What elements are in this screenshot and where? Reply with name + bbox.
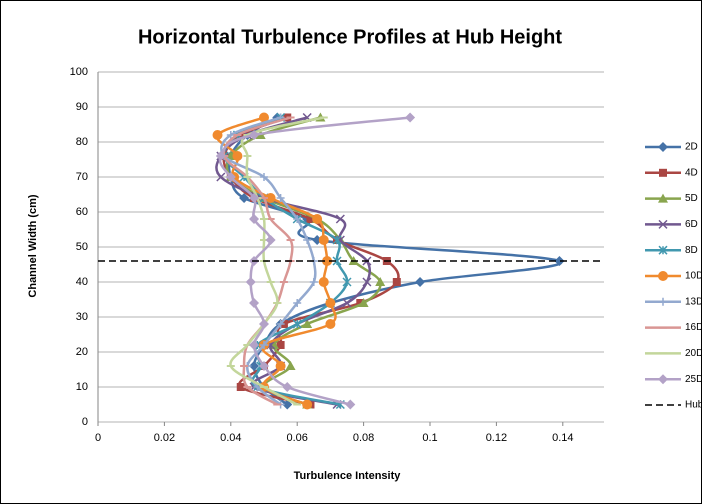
chart-title: Horizontal Turbulence Profiles at Hub He… — [138, 26, 562, 48]
marker — [293, 299, 302, 307]
marker — [249, 340, 260, 350]
marker — [659, 297, 667, 306]
marker — [554, 256, 565, 266]
y-tick-label: 50 — [76, 241, 88, 253]
marker — [260, 341, 268, 349]
marker — [292, 319, 302, 329]
legend-label: 16D — [685, 322, 702, 333]
marker — [216, 172, 226, 182]
marker — [259, 319, 269, 329]
marker — [658, 142, 668, 152]
marker — [658, 271, 668, 281]
marker — [415, 277, 426, 287]
marker — [658, 374, 668, 385]
marker — [358, 298, 369, 307]
marker — [322, 256, 333, 266]
marker — [659, 168, 667, 177]
x-tick-label: 0.12 — [486, 432, 507, 444]
x-tick-label: 0.04 — [220, 432, 241, 444]
marker — [342, 277, 352, 287]
y-tick-label: 60 — [76, 206, 88, 218]
marker — [249, 130, 260, 140]
legend-label: Hub Height — [685, 400, 702, 411]
marker — [405, 112, 416, 123]
y-tick-label: 100 — [70, 66, 88, 78]
marker — [312, 214, 323, 224]
x-tick-label: 0.1 — [422, 432, 437, 444]
marker — [335, 214, 345, 224]
marker — [245, 277, 256, 287]
marker — [318, 235, 329, 245]
legend-label: 25D — [685, 374, 702, 385]
x-tick-label: 0.06 — [286, 432, 307, 444]
marker — [212, 130, 223, 140]
y-tick-label: 70 — [76, 171, 88, 183]
x-axis-label: Turbulence Intensity — [294, 470, 402, 482]
marker — [392, 278, 401, 286]
marker — [306, 215, 315, 223]
marker — [658, 193, 668, 203]
marker — [362, 277, 372, 287]
marker — [342, 298, 352, 308]
marker — [332, 235, 342, 245]
marker — [285, 361, 296, 370]
marker — [276, 194, 285, 202]
marker — [345, 399, 356, 410]
marker — [259, 112, 269, 123]
y-tick-label: 40 — [76, 276, 88, 288]
marker — [259, 361, 269, 371]
series — [215, 112, 416, 410]
marker — [356, 299, 365, 307]
marker — [232, 151, 243, 161]
y-tick-label: 30 — [76, 311, 88, 323]
y-axis-label: Channel Width (cm) — [27, 194, 39, 298]
marker — [215, 151, 226, 161]
marker — [658, 219, 668, 229]
marker — [265, 235, 276, 245]
marker — [276, 320, 285, 328]
x-tick-label: 0.08 — [353, 432, 374, 444]
legend-label: 2D — [685, 142, 698, 153]
marker — [302, 319, 313, 328]
marker — [658, 245, 668, 255]
x-tick-label: 0 — [95, 432, 101, 444]
marker — [236, 383, 245, 391]
marker — [275, 361, 286, 371]
legend-label: 8D — [685, 245, 698, 256]
marker — [293, 215, 302, 223]
marker — [249, 214, 260, 224]
marker — [260, 173, 268, 181]
legend-label: 13D — [685, 296, 702, 307]
marker — [309, 278, 318, 286]
x-tick-label: 0.02 — [154, 432, 175, 444]
marker — [325, 319, 336, 329]
marker — [276, 341, 285, 349]
marker — [282, 382, 293, 392]
y-tick-label: 0 — [82, 416, 88, 428]
marker — [249, 193, 260, 203]
marker — [265, 193, 276, 203]
marker — [225, 172, 236, 182]
marker — [318, 277, 329, 287]
marker — [239, 193, 250, 203]
marker — [375, 277, 386, 286]
marker — [249, 361, 260, 371]
legend-label: 6D — [685, 219, 698, 230]
marker — [302, 399, 313, 410]
legend-label: 20D — [685, 348, 702, 359]
y-tick-label: 90 — [76, 101, 88, 113]
legend-label: 5D — [685, 193, 698, 204]
marker — [249, 298, 260, 308]
y-tick-label: 80 — [76, 136, 88, 148]
legend-label: 4D — [685, 167, 698, 178]
legend-label: 10D — [685, 271, 702, 282]
marker — [325, 298, 336, 308]
y-tick-label: 20 — [76, 346, 88, 358]
marker — [303, 236, 312, 244]
marker — [332, 256, 342, 266]
y-tick-label: 10 — [76, 381, 88, 393]
x-tick-label: 0.14 — [552, 432, 573, 444]
